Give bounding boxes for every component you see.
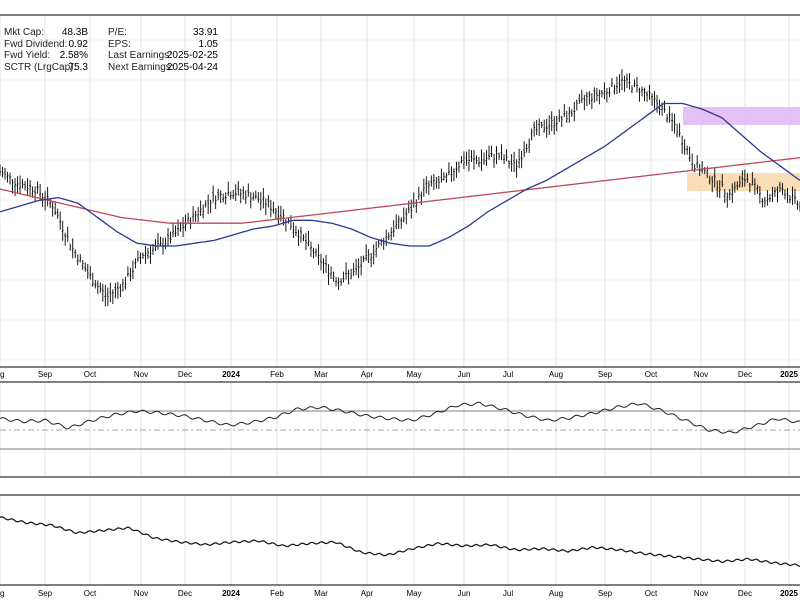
stat-row: Fwd Yield: 2.58% xyxy=(4,50,88,62)
x-tick-label: Oct xyxy=(84,589,97,598)
stat-value: 2.58% xyxy=(59,50,88,61)
x-tick-label: g xyxy=(0,589,4,598)
x-tick-label: Oct xyxy=(645,589,658,598)
stat-label: EPS: xyxy=(108,38,131,50)
stat-row: SCTR (LrgCap): 75.3 xyxy=(4,62,88,74)
x-axis-lower: g Sep Oct Nov Dec 2024 Feb Mar Apr May Jun Jul Aug Se… xyxy=(0,589,798,598)
x-tick-label: Dec xyxy=(178,589,192,598)
stat-row: Fwd Dividend: 0.92 xyxy=(4,39,88,51)
x-tick-label: Nov xyxy=(134,370,148,379)
x-tick-label: May xyxy=(406,589,421,598)
x-tick-label: 2024 xyxy=(222,589,240,598)
x-tick-label: Feb xyxy=(270,370,284,379)
stat-value: 33.91 xyxy=(192,27,218,38)
x-tick-label: Nov xyxy=(694,370,708,379)
x-tick-label: Dec xyxy=(178,370,192,379)
x-tick-label: g xyxy=(0,370,4,379)
stat-label: Next Earnings: xyxy=(108,61,174,73)
indicator-line xyxy=(0,401,800,434)
stat-label: SCTR (LrgCap): xyxy=(4,61,77,73)
x-tick-label: 2024 xyxy=(222,370,240,379)
x-tick-label: Jul xyxy=(503,589,513,598)
x-tick-label: Jun xyxy=(458,589,471,598)
lower-panel-line xyxy=(0,516,800,568)
stat-label: Last Earnings: xyxy=(108,50,172,61)
x-tick-label: Oct xyxy=(645,370,658,379)
stat-label: Fwd Yield: xyxy=(4,50,51,61)
x-tick-label: 2025 xyxy=(780,370,798,379)
stats-left: Mkt Cap: 48.3B Fwd Dividend: 0.92 Fwd Yiel… xyxy=(4,27,88,73)
stat-row: EPS: 1.05 xyxy=(108,39,218,51)
x-tick-label: Apr xyxy=(361,589,374,598)
x-tick-label: Sep xyxy=(598,370,613,379)
stat-value: 2025-04-24 xyxy=(166,61,218,73)
stat-label: Mkt Cap: xyxy=(4,27,45,38)
x-tick-label: Oct xyxy=(84,370,97,379)
x-tick-label: Mar xyxy=(314,589,328,598)
x-tick-label: Dec xyxy=(738,370,752,379)
x-tick-label: Jun xyxy=(458,370,471,379)
stat-row: P/E: 33.91 xyxy=(108,27,218,39)
x-tick-label: Feb xyxy=(270,589,284,598)
x-tick-label: Sep xyxy=(38,370,53,379)
x-tick-label: Aug xyxy=(549,370,563,379)
stat-row: Next Earnings: 2025-04-24 xyxy=(108,62,218,74)
x-tick-label: Mar xyxy=(314,370,328,379)
ma-long-line xyxy=(0,157,800,224)
stat-value: 2025-02-25 xyxy=(166,50,218,61)
x-tick-label: May xyxy=(406,370,421,379)
resistance-zone-lower xyxy=(687,173,800,191)
stat-value: 1.05 xyxy=(198,38,218,50)
price-series xyxy=(0,69,800,307)
grid xyxy=(0,15,800,585)
x-tick-label: Sep xyxy=(38,589,53,598)
x-tick-label: Dec xyxy=(738,589,752,598)
stat-value: 48.3B xyxy=(61,27,88,38)
resistance-zone-upper xyxy=(683,107,800,125)
stats-right: P/E: 33.91 EPS: 1.05 Last Earnings: 2025-02… xyxy=(108,27,218,73)
x-tick-label: Aug xyxy=(549,589,563,598)
x-tick-label: Nov xyxy=(134,589,148,598)
stat-label: P/E: xyxy=(108,27,127,38)
x-tick-label: Apr xyxy=(361,370,374,379)
stat-label: Fwd Dividend: xyxy=(4,38,68,50)
stat-value: 75.3 xyxy=(68,61,88,73)
stat-value: 0.92 xyxy=(68,38,88,50)
x-axis-main: g Sep Oct Nov Dec 2024 Feb Mar Apr May Jun Jul Aug Se… xyxy=(0,370,798,379)
stat-row: Last Earnings: 2025-02-25 xyxy=(108,50,218,62)
ma-short-line xyxy=(0,102,800,247)
x-tick-label: Nov xyxy=(694,589,708,598)
x-tick-label: 2025 xyxy=(780,589,798,598)
stat-row: Mkt Cap: 48.3B xyxy=(4,27,88,39)
x-tick-label: Jul xyxy=(503,370,513,379)
x-tick-label: Sep xyxy=(598,589,613,598)
